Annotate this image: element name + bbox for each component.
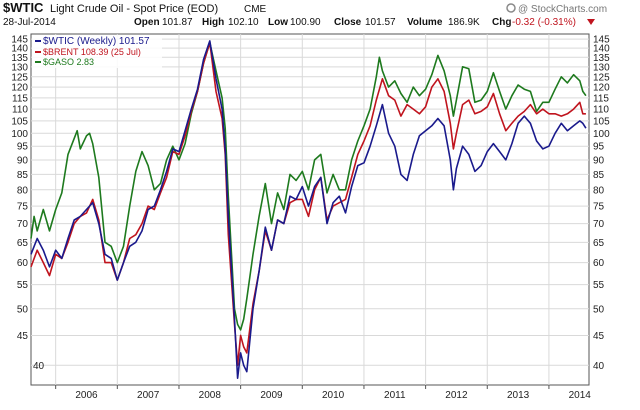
high-label: High — [202, 17, 224, 28]
exchange-label: CME — [244, 4, 267, 15]
x-tick-label: 2007 — [137, 390, 160, 401]
y-tick-label-left: 140 — [11, 44, 28, 55]
close-value: 101.57 — [365, 17, 396, 28]
y-tick-label-left: 95 — [17, 142, 29, 153]
y-tick-label-left: 105 — [11, 116, 28, 127]
instrument-name: Light Crude Oil - Spot Price (EOD) — [50, 3, 218, 15]
y-tick-label-left: 145 — [11, 35, 28, 46]
y-tick-label-right: 65 — [593, 238, 605, 249]
y-tick-label-right: 40 — [593, 361, 605, 372]
y-tick-label-right: 125 — [593, 72, 610, 83]
x-tick-label: 2006 — [75, 390, 98, 401]
legend: $WTIC (Weekly) 101.57 $BRENT 108.39 (25 … — [32, 35, 162, 68]
y-tick-label-left: 45 — [17, 331, 29, 342]
series-line-wtic-weekly — [30, 40, 587, 379]
y-tick-label-left: 70 — [17, 219, 29, 230]
y-tick-label-right: 70 — [593, 219, 605, 230]
y-tick-label-right: 80 — [593, 185, 605, 196]
legend-background — [32, 35, 162, 68]
volume-value: 186.9K — [448, 17, 480, 28]
legend-item-brent: $BRENT 108.39 (25 Jul) — [43, 47, 141, 57]
x-tick-label: 2011 — [384, 390, 406, 401]
y-tick-label-left: 55 — [17, 280, 29, 291]
y-tick-label-left: 125 — [11, 72, 28, 83]
y-tick-label-right: 135 — [593, 53, 610, 64]
y-tick-label-inner: 40 — [33, 361, 45, 372]
x-tick-label: 2013 — [507, 390, 530, 401]
y-tick-label-left: 115 — [12, 93, 28, 104]
y-tick-label-left: 65 — [17, 238, 29, 249]
low-label: Low — [268, 17, 288, 28]
y-tick-label-right: 145 — [593, 35, 610, 46]
watermark-text: @ StockCharts.com — [518, 4, 607, 15]
watermark: @ StockCharts.com — [506, 3, 607, 15]
y-tick-label-left: 50 — [17, 304, 29, 315]
y-tick-label-right: 100 — [593, 129, 610, 140]
chg-value: -0.32 (-0.31%) — [512, 17, 576, 28]
close-label: Close — [334, 17, 362, 28]
y-tick-label-left: 100 — [11, 129, 28, 140]
y-tick-label-left: 120 — [11, 83, 28, 94]
y-tick-label-right: 95 — [593, 142, 605, 153]
y-tick-label-right: 85 — [593, 170, 605, 181]
volume-label: Volume — [407, 17, 443, 28]
high-value: 102.10 — [228, 17, 259, 28]
symbol-label: $WTIC — [3, 0, 44, 15]
down-triangle-icon — [587, 19, 595, 25]
y-tick-label-left: 75 — [17, 202, 29, 213]
y-tick-label-right: 90 — [593, 155, 605, 166]
y-tick-label-right: 110 — [593, 105, 609, 116]
series-lines — [30, 40, 587, 379]
x-axis: 2006 2007 2008 2009 2010 2011 2012 2013 2014 — [75, 390, 591, 401]
low-value: 100.90 — [290, 17, 321, 28]
y-tick-label-right: 55 — [593, 280, 605, 291]
chg-label: Chg — [492, 17, 511, 28]
series-line-gaso — [30, 41, 587, 331]
x-tick-label: 2014 — [569, 390, 592, 401]
date-label: 28-Jul-2014 — [3, 17, 56, 28]
y-tick-label-right: 60 — [593, 258, 605, 269]
legend-item-wtic: $WTIC (Weekly) 101.57 — [43, 36, 150, 47]
y-tick-label-right: 120 — [593, 83, 610, 94]
x-tick-label: 2008 — [199, 390, 222, 401]
x-tick-label: 2010 — [322, 390, 345, 401]
y-tick-label-left: 60 — [17, 258, 29, 269]
ohlc-readout: Open 101.87 High 102.10 Low 100.90 Close… — [134, 17, 595, 28]
y-tick-label-right: 75 — [593, 202, 605, 213]
y-tick-label-right: 105 — [593, 116, 610, 127]
y-tick-label-right: 115 — [593, 93, 609, 104]
x-tick-label: 2009 — [260, 390, 283, 401]
y-tick-label-right: 45 — [593, 331, 605, 342]
y-tick-label-left: 90 — [17, 155, 29, 166]
y-tick-label-left: 130 — [11, 62, 28, 73]
series-line-brent — [30, 41, 586, 367]
x-tick-label: 2012 — [445, 390, 468, 401]
open-label: Open — [134, 17, 160, 28]
y-tick-label-left: 85 — [17, 170, 29, 181]
open-value: 101.87 — [162, 17, 193, 28]
y-axis-left: 45 50 55 60 65 70 75 80 85 90 95 100 105110115120125… — [11, 35, 44, 372]
legend-item-gaso: $GASO 2.83 — [43, 57, 94, 67]
y-tick-label-left: 80 — [17, 185, 29, 196]
y-axis-right: 4045505560657075808590951001051101151201… — [593, 35, 610, 372]
gear-icon — [506, 3, 516, 13]
y-tick-label-right: 140 — [593, 44, 610, 55]
y-tick-label-left: 135 — [11, 53, 28, 64]
y-tick-label-right: 50 — [593, 304, 605, 315]
y-tick-label-left: 110 — [12, 105, 28, 116]
y-tick-label-right: 130 — [593, 62, 610, 73]
